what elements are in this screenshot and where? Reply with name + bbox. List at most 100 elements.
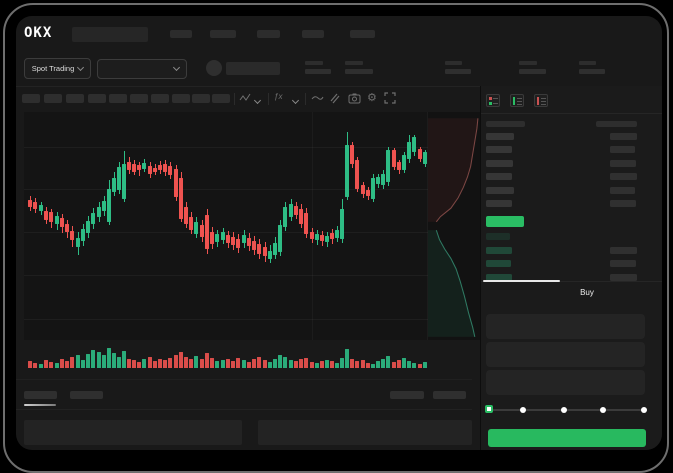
slider-stop[interactable]	[485, 405, 493, 413]
slider-stop[interactable]	[641, 407, 647, 413]
timeframe-placeholder[interactable]	[66, 94, 84, 103]
indicator-fx-icon[interactable]: ƒx	[274, 92, 283, 101]
ask-row[interactable]	[481, 186, 662, 195]
slider-stop[interactable]	[561, 407, 567, 413]
chevron-down-icon[interactable]	[291, 95, 300, 105]
bid-row[interactable]	[481, 233, 662, 241]
bid-row[interactable]	[481, 260, 662, 268]
gridline	[24, 232, 428, 233]
candle	[273, 243, 277, 255]
ask-row[interactable]	[481, 159, 662, 168]
app-window: OKX Spot Trading ƒx ⚙	[16, 16, 662, 450]
ask-row[interactable]	[481, 200, 662, 208]
book-asks-view-icon[interactable]	[534, 94, 548, 107]
stat-label-placeholder	[345, 61, 363, 65]
amount-slider[interactable]	[491, 409, 647, 411]
volume-bar	[210, 358, 214, 368]
line-tool-icon[interactable]	[311, 92, 324, 104]
volume-bar	[283, 357, 287, 368]
ask-price-placeholder	[486, 146, 512, 154]
fullscreen-icon[interactable]	[384, 92, 396, 104]
volume-bar	[325, 360, 329, 368]
volume-bar	[70, 357, 74, 368]
volume-bar	[299, 359, 303, 368]
ask-row[interactable]	[481, 173, 662, 181]
ask-row[interactable]	[481, 146, 662, 154]
timeframe-placeholder[interactable]	[22, 94, 40, 103]
slider-stop[interactable]	[520, 407, 526, 413]
tab-buy[interactable]: Buy	[580, 288, 594, 297]
candle-type-icon[interactable]	[239, 92, 252, 104]
nav-item-placeholder[interactable]	[170, 30, 192, 38]
timeframe-placeholder[interactable]	[192, 94, 210, 103]
depth-ask-line	[435, 118, 479, 223]
total-input[interactable]	[486, 370, 645, 395]
nav-item-placeholder[interactable]	[257, 30, 280, 38]
candle	[340, 209, 344, 239]
candle	[257, 244, 261, 254]
volume-bar	[376, 361, 380, 368]
nav-item-placeholder[interactable]	[210, 30, 236, 38]
volume-bar	[215, 361, 219, 368]
volume-bar	[423, 362, 427, 368]
chevron-down-icon	[172, 63, 181, 72]
amount-input[interactable]	[486, 342, 645, 367]
candle	[200, 225, 204, 237]
nav-item-placeholder[interactable]	[350, 30, 375, 38]
ask-price-placeholder	[486, 133, 514, 140]
volume-bar	[55, 363, 59, 368]
buy-button[interactable]	[488, 429, 646, 447]
volume-bar	[107, 348, 111, 368]
volume-bar	[278, 355, 282, 368]
draw-tool-icon[interactable]	[329, 92, 341, 104]
candle	[263, 247, 267, 256]
stat-label-placeholder	[445, 61, 462, 65]
price-input[interactable]	[486, 314, 645, 339]
nav-item-placeholder[interactable]	[302, 30, 324, 38]
bid-row[interactable]	[481, 273, 662, 282]
ask-price-placeholder	[486, 186, 514, 194]
settings-gear-icon[interactable]: ⚙	[367, 92, 377, 104]
candle	[112, 178, 116, 192]
candle	[376, 177, 380, 184]
ask-price-placeholder	[486, 200, 512, 207]
book-bids-view-icon[interactable]	[510, 94, 524, 107]
candle	[117, 167, 121, 190]
camera-icon[interactable]	[348, 92, 361, 104]
candle	[168, 166, 172, 175]
bottom-tab-placeholder[interactable]	[70, 391, 103, 399]
volume-bar	[412, 363, 416, 368]
bottom-tabs-divider	[16, 409, 472, 410]
pair-selector-dropdown[interactable]	[97, 59, 187, 79]
timeframe-placeholder[interactable]	[212, 94, 230, 103]
timeframe-placeholder[interactable]	[44, 94, 62, 103]
last-price-bar[interactable]	[486, 216, 524, 228]
candle	[366, 190, 370, 196]
volume-bar	[60, 359, 64, 368]
bid-amount-placeholder	[610, 260, 636, 268]
timeframe-placeholder[interactable]	[130, 94, 148, 103]
market-type-button[interactable]: Spot Trading	[24, 58, 91, 79]
candle	[81, 229, 85, 241]
timeframe-placeholder[interactable]	[88, 94, 106, 103]
candle	[210, 232, 214, 244]
candlestick-chart[interactable]	[24, 112, 428, 340]
okx-logo[interactable]: OKX	[24, 25, 53, 41]
ask-row[interactable]	[481, 133, 662, 141]
timeframe-placeholder[interactable]	[109, 94, 127, 103]
slider-stop[interactable]	[600, 407, 606, 413]
book-split-view-icon[interactable]	[486, 94, 500, 107]
bid-row[interactable]	[481, 246, 662, 255]
bottom-action-placeholder[interactable]	[390, 391, 424, 399]
volume-bar	[158, 359, 162, 368]
chevron-down-icon[interactable]	[253, 95, 262, 105]
volume-bar	[226, 359, 230, 368]
candle	[283, 207, 287, 227]
candle	[386, 150, 390, 182]
market-type-label: Spot Trading	[31, 64, 75, 73]
bottom-action-placeholder[interactable]	[433, 391, 466, 399]
bottom-tab-placeholder[interactable]	[24, 391, 57, 399]
tab-sell[interactable]: Sell	[639, 288, 662, 297]
timeframe-placeholder[interactable]	[172, 94, 190, 103]
timeframe-placeholder[interactable]	[151, 94, 169, 103]
